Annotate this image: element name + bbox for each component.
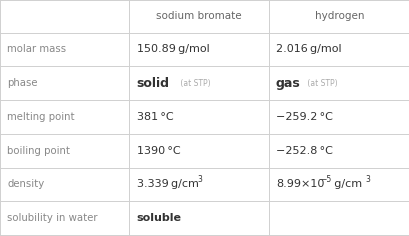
Text: 381 °C: 381 °C: [136, 112, 173, 122]
Text: 8.99×10: 8.99×10: [275, 179, 324, 190]
Text: −259.2 °C: −259.2 °C: [275, 112, 332, 122]
Text: molar mass: molar mass: [7, 44, 66, 55]
Text: −252.8 °C: −252.8 °C: [275, 146, 332, 156]
Text: sodium bromate: sodium bromate: [156, 11, 241, 21]
Text: 3: 3: [364, 175, 369, 184]
Text: density: density: [7, 179, 45, 190]
Text: g/cm: g/cm: [331, 179, 361, 190]
Text: (at STP): (at STP): [177, 79, 210, 88]
Text: boiling point: boiling point: [7, 146, 70, 156]
Text: phase: phase: [7, 78, 38, 88]
Text: 3.339 g/cm: 3.339 g/cm: [136, 179, 198, 190]
Text: solid: solid: [136, 77, 169, 90]
Text: 150.89 g/mol: 150.89 g/mol: [136, 44, 209, 55]
Text: hydrogen: hydrogen: [314, 11, 363, 21]
Text: melting point: melting point: [7, 112, 75, 122]
Text: 3: 3: [197, 175, 202, 184]
Text: gas: gas: [275, 77, 300, 90]
Text: (at STP): (at STP): [305, 79, 337, 88]
Text: soluble: soluble: [136, 213, 181, 223]
Text: 2.016 g/mol: 2.016 g/mol: [275, 44, 341, 55]
Text: −5: −5: [319, 175, 330, 184]
Text: 1390 °C: 1390 °C: [136, 146, 180, 156]
Text: solubility in water: solubility in water: [7, 213, 98, 223]
